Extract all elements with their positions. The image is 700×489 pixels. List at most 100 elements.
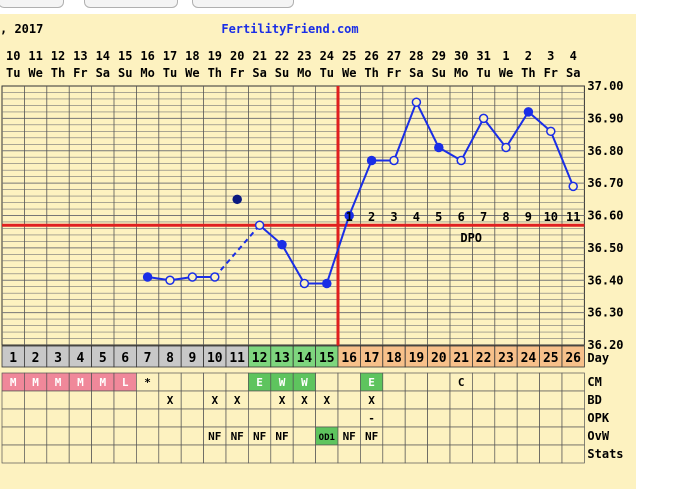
row-cell — [158, 426, 182, 446]
row-cell — [1, 408, 25, 428]
row-cell — [68, 408, 92, 428]
row-cell — [225, 408, 249, 428]
row-cell — [292, 408, 316, 428]
row-cell — [561, 426, 585, 446]
temp-point[interactable] — [546, 126, 556, 137]
date-label: 1 — [502, 49, 509, 63]
row-cell — [561, 372, 585, 392]
date-label: 2 — [525, 49, 532, 63]
row-cell-value: C — [458, 376, 465, 389]
row-cell — [449, 390, 473, 410]
row-cell — [46, 444, 70, 464]
temp-point[interactable] — [478, 113, 489, 124]
cycle-day-number: 21 — [453, 351, 469, 366]
temp-point[interactable] — [389, 155, 399, 166]
temp-point[interactable] — [210, 272, 220, 282]
dpo-number: 10 — [544, 210, 558, 224]
window-tab[interactable] — [84, 0, 178, 8]
row-cell — [494, 372, 518, 392]
row-cell — [292, 426, 316, 446]
date-label: 27 — [387, 49, 401, 63]
date-label: 23 — [297, 49, 311, 63]
weekday-label: Th — [364, 66, 378, 80]
temp-point[interactable] — [165, 275, 175, 285]
row-cell — [337, 390, 361, 410]
row-label: OPK — [587, 411, 609, 425]
row-cell — [91, 408, 115, 428]
window-tab[interactable] — [192, 0, 294, 8]
row-cell — [158, 444, 182, 464]
dpo-number: 5 — [435, 210, 442, 224]
row-cell — [449, 408, 473, 428]
row-cell — [91, 426, 115, 446]
temp-point[interactable] — [501, 142, 511, 153]
row-cell — [68, 444, 92, 464]
row-cell-value: NF — [343, 430, 356, 443]
row-cell-value: X — [211, 394, 218, 407]
date-label: 19 — [208, 49, 222, 63]
temp-point[interactable] — [187, 272, 198, 282]
date-label: 14 — [96, 49, 110, 63]
row-cell — [539, 408, 563, 428]
row-cell — [516, 390, 540, 410]
temp-line-segment — [258, 224, 283, 246]
temp-point[interactable] — [523, 107, 534, 117]
temp-point[interactable] — [456, 155, 466, 166]
row-cell — [46, 426, 70, 446]
row-cell-value: W — [301, 376, 308, 389]
row-cell — [382, 390, 406, 410]
row-cell — [404, 372, 428, 392]
cycle-day-number: 16 — [341, 351, 357, 366]
header-date: , 2017 — [0, 22, 43, 36]
date-label: 21 — [252, 49, 266, 63]
weekday-label: Th — [51, 66, 65, 80]
cycle-day-number: 12 — [252, 351, 268, 366]
row-cell — [427, 426, 451, 446]
temp-line-segment — [415, 101, 440, 148]
row-cell — [203, 372, 227, 392]
temp-point[interactable] — [344, 210, 354, 221]
row-cell-value: E — [368, 376, 375, 389]
temp-point[interactable] — [568, 181, 578, 192]
weekday-label: Fr — [544, 66, 558, 80]
cycle-day-number: 3 — [54, 351, 62, 366]
row-cell — [449, 426, 473, 446]
row-cell-value: OD1 — [319, 433, 335, 443]
cycle-day-number: 13 — [274, 351, 290, 366]
temp-point[interactable] — [254, 220, 265, 230]
row-cell — [180, 408, 204, 428]
row-cell — [180, 372, 204, 392]
temp-line-segment — [393, 101, 418, 161]
row-cell-value: M — [10, 376, 17, 389]
weekday-label: We — [499, 66, 513, 80]
temp-point[interactable] — [434, 142, 444, 153]
row-cell — [203, 408, 227, 428]
weekday-label: Tu — [163, 66, 177, 80]
row-cell — [1, 390, 25, 410]
temp-point[interactable] — [277, 239, 287, 250]
row-cell-value: NF — [275, 430, 288, 443]
temp-line-segment — [281, 244, 306, 284]
weekday-label: Sa — [252, 66, 266, 80]
temp-point[interactable] — [322, 278, 332, 289]
row-cell-value: X — [301, 394, 308, 407]
row-cell — [1, 426, 25, 446]
cycle-day-number: 1 — [9, 351, 17, 366]
row-cell — [158, 372, 182, 392]
row-cell — [337, 444, 361, 464]
row-cell — [382, 408, 406, 428]
row-cell-value: M — [99, 376, 106, 389]
temp-point[interactable] — [142, 272, 153, 282]
temp-point[interactable] — [299, 278, 310, 289]
temp-point[interactable] — [366, 155, 377, 166]
cycle-day-number: 18 — [386, 351, 402, 366]
temp-line-segment — [348, 160, 373, 216]
temp-point[interactable] — [411, 97, 422, 107]
row-cell — [113, 426, 137, 446]
temp-point[interactable] — [232, 194, 242, 205]
row-cell — [561, 444, 585, 464]
cycle-day-number: 17 — [364, 351, 380, 366]
dpo-number: 2 — [368, 210, 375, 224]
temp-tick-label: 36.40 — [587, 273, 623, 287]
window-tab[interactable] — [0, 0, 64, 8]
